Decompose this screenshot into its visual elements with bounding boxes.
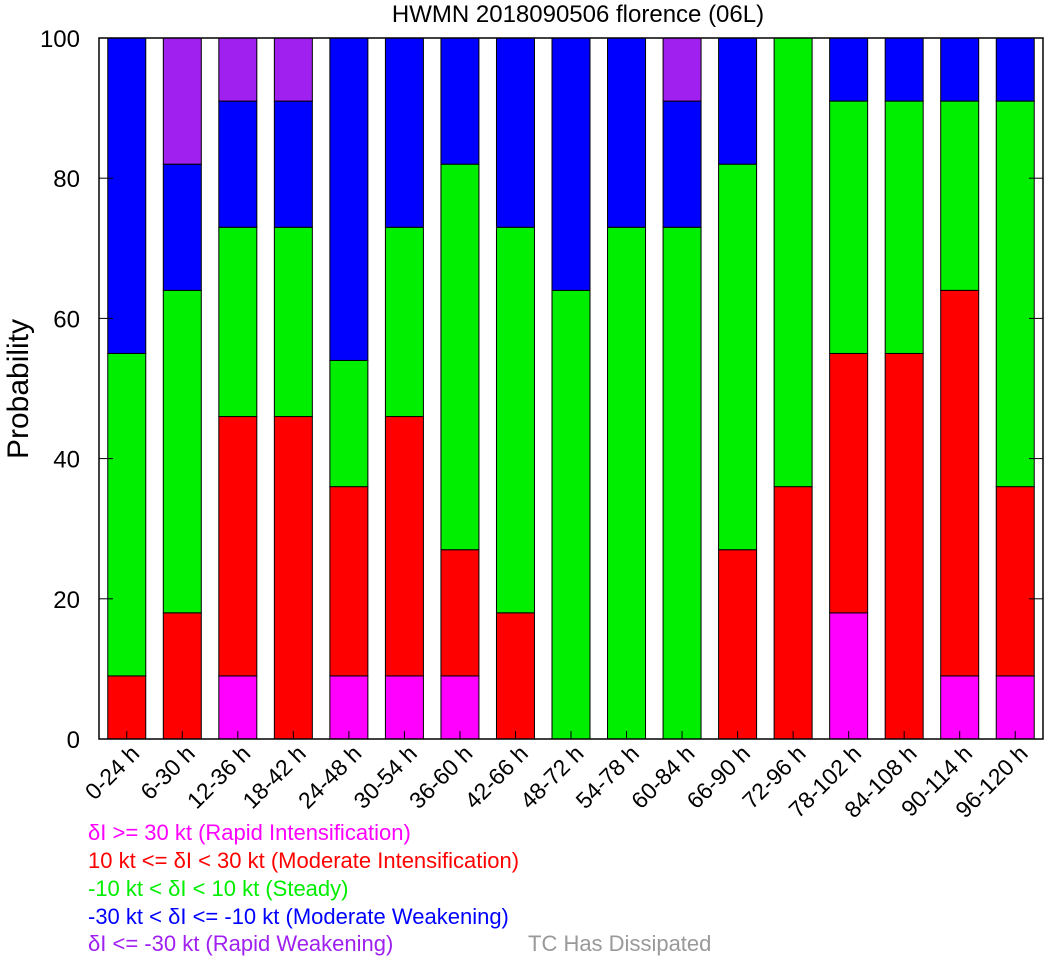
bar-segment-60-84h-s4	[662, 37, 702, 102]
bar-segment-36-60h-s3	[440, 37, 480, 165]
bar-segment-18-42h-s4	[273, 37, 313, 102]
bar-segment-48-72h-s2	[551, 289, 591, 740]
bar-segment-96-120h-s2	[995, 100, 1035, 488]
bar-segment-6-30h-s3	[162, 163, 202, 291]
bar-segment-18-42h-s2	[273, 226, 313, 418]
bar-segment-30-54h-s2	[384, 226, 424, 418]
y-tick-label: 0	[67, 727, 80, 754]
bar-segment-72-96h-s1	[773, 486, 813, 740]
bar-segment-30-54h-s1	[384, 416, 424, 677]
chart-title: HWMN 2018090506 florence (06L)	[392, 1, 764, 28]
bar-segment-66-90h-s3	[718, 37, 758, 165]
bar-segment-84-108h-s1	[884, 352, 924, 740]
bar-segment-36-60h-s2	[440, 163, 480, 551]
bar-segment-78-102h-s1	[829, 352, 869, 614]
bar-segment-0-24h-s2	[107, 352, 147, 677]
y-tick-label: 80	[53, 166, 80, 193]
bar-segment-42-66h-s3	[495, 37, 535, 228]
bar-segment-42-66h-s2	[495, 226, 535, 614]
bar-segment-66-90h-s2	[718, 163, 758, 551]
bar-segment-90-114h-s0	[940, 675, 980, 740]
bar-segment-18-42h-s1	[273, 416, 313, 740]
bar-segment-96-120h-s0	[995, 675, 1035, 740]
bar-segment-0-24h-s1	[107, 675, 147, 740]
bar-segment-84-108h-s2	[884, 100, 924, 354]
bar-segment-54-78h-s2	[607, 226, 647, 740]
y-tick-label: 100	[40, 26, 80, 53]
bar-segment-0-24h-s3	[107, 37, 147, 354]
bar-segment-90-114h-s2	[940, 100, 980, 291]
bar-segment-72-96h-s2	[773, 37, 813, 488]
bar-segment-78-102h-s2	[829, 100, 869, 354]
bar-segment-90-114h-s3	[940, 37, 980, 102]
bar-segment-30-54h-s0	[384, 675, 424, 740]
bar-segment-36-60h-s1	[440, 549, 480, 677]
bar-segment-24-48h-s3	[329, 37, 369, 361]
bars-group	[107, 37, 1035, 740]
y-tick-label: 60	[53, 306, 80, 333]
bar-segment-90-114h-s1	[940, 289, 980, 677]
bar-segment-78-102h-s0	[829, 612, 869, 740]
y-tick-label: 40	[53, 447, 80, 474]
bar-segment-24-48h-s1	[329, 486, 369, 677]
bar-segment-96-120h-s3	[995, 37, 1035, 102]
x-tick-label: 0-24 h	[80, 740, 145, 805]
bar-segment-30-54h-s3	[384, 37, 424, 228]
bar-segment-12-36h-s0	[218, 675, 258, 740]
bar-segment-12-36h-s4	[218, 37, 258, 102]
bar-segment-36-60h-s0	[440, 675, 480, 740]
bar-segment-60-84h-s2	[662, 226, 702, 740]
bar-segment-78-102h-s3	[829, 37, 869, 102]
y-axis-label: Probability	[2, 319, 35, 459]
bar-segment-6-30h-s2	[162, 289, 202, 614]
bar-segment-18-42h-s3	[273, 100, 313, 228]
bar-segment-96-120h-s1	[995, 486, 1035, 677]
bar-segment-6-30h-s1	[162, 612, 202, 740]
bar-segment-24-48h-s2	[329, 359, 369, 488]
bar-segment-48-72h-s3	[551, 37, 591, 291]
bar-segment-66-90h-s1	[718, 549, 758, 740]
plot-frame	[98, 37, 1044, 740]
bar-segment-42-66h-s1	[495, 612, 535, 740]
bar-segment-12-36h-s3	[218, 100, 258, 228]
bar-segment-12-36h-s2	[218, 226, 258, 418]
bar-segment-60-84h-s3	[662, 100, 702, 228]
y-tick-label: 20	[53, 587, 80, 614]
bar-segment-54-78h-s3	[607, 37, 647, 228]
bar-segment-84-108h-s3	[884, 37, 924, 102]
bar-segment-12-36h-s1	[218, 416, 258, 677]
bar-segment-24-48h-s0	[329, 675, 369, 740]
bar-segment-6-30h-s4	[162, 37, 202, 165]
